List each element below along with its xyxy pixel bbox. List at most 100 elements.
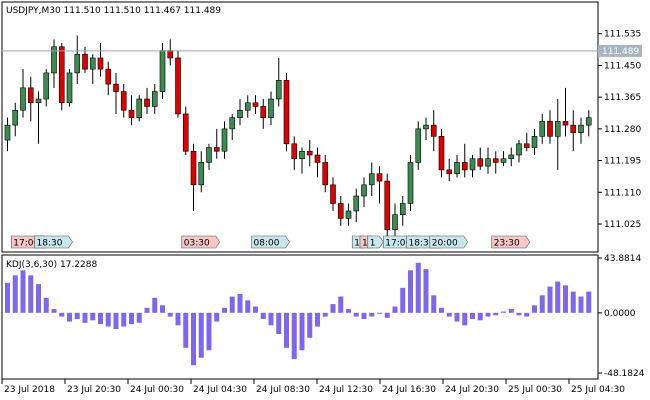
- kdj-bar: [493, 312, 499, 316]
- kdj-bar: [400, 287, 406, 313]
- kdj-bar: [36, 284, 41, 313]
- bear-candle: [128, 109, 135, 118]
- kdj-bar: [237, 294, 243, 313]
- bear-candle: [27, 87, 34, 104]
- bull-candle: [74, 53, 81, 74]
- kdj-bar: [586, 291, 592, 313]
- bear-candle: [523, 143, 530, 148]
- time-marker-tag: [429, 235, 469, 249]
- kdj-bar: [578, 296, 584, 313]
- bear-candle: [376, 173, 383, 182]
- kdj-bar: [206, 312, 212, 351]
- bear-candle: [430, 124, 437, 137]
- bear-candle: [492, 158, 499, 163]
- bear-candle: [314, 154, 321, 163]
- kdj-bar: [183, 312, 189, 348]
- kdj-bar: [384, 312, 390, 318]
- time-marker-label: 17:00: [13, 239, 39, 249]
- bear-candle: [446, 169, 453, 174]
- kdj-bar: [74, 312, 80, 320]
- bull-candle: [43, 72, 50, 100]
- bull-candle: [229, 117, 236, 130]
- time-axis-label: 24 Jul 00:30: [130, 385, 184, 395]
- kdj-bar: [276, 312, 282, 335]
- kdj-bar: [477, 312, 483, 321]
- time-marker-tag: [34, 235, 73, 249]
- kdj-bars: [5, 262, 592, 366]
- bull-candle: [539, 121, 546, 137]
- kdj-bar: [532, 305, 537, 313]
- price-tick-label: 111.280: [604, 125, 641, 135]
- kdj-title: KDJ(3,6,30) 17.2288: [6, 260, 97, 270]
- kdj-bar: [28, 275, 34, 313]
- bull-candle: [485, 158, 491, 167]
- time-axis-label: 23 Jul 2018: [4, 385, 55, 395]
- price-axis: 111.535 111.450 111.365 111.280 111.195 111.1…: [598, 30, 641, 230]
- price-panel-border: [1, 1, 599, 253]
- time-marker-tag: [491, 235, 531, 249]
- kdj-bar: [5, 282, 10, 313]
- bull-candle: [361, 184, 367, 197]
- kdj-bar: [307, 312, 313, 338]
- bull-candle: [198, 162, 205, 186]
- bull-candle: [35, 98, 42, 104]
- bull-candle: [585, 117, 592, 126]
- kdj-bar: [144, 307, 150, 313]
- time-axis-label: 24 Jul 08:30: [256, 385, 310, 395]
- bull-candle: [159, 50, 166, 92]
- bull-candle: [415, 128, 422, 163]
- time-axis-label: 24 Jul 16:30: [382, 385, 436, 395]
- bull-candle: [345, 210, 352, 219]
- kdj-bar: [470, 312, 475, 320]
- time-marker-label: 17:00: [385, 239, 411, 249]
- bear-candle: [461, 162, 468, 171]
- bull-candle: [268, 98, 274, 118]
- current-price-line: 111.489: [2, 44, 642, 57]
- kdj-bar: [291, 312, 297, 360]
- kdj-bar: [555, 281, 561, 313]
- bull-candle: [12, 109, 19, 126]
- kdj-bar: [82, 312, 88, 323]
- kdj-bar: [501, 311, 506, 313]
- time-marker-tag: [367, 235, 384, 249]
- kdj-bar: [129, 312, 134, 325]
- bear-candle: [291, 143, 298, 160]
- kdj-bar: [431, 295, 437, 313]
- kdj-bar: [338, 296, 344, 313]
- price-candles: [4, 35, 592, 241]
- bull-candle: [454, 162, 460, 174]
- time-marker-label: 08:00: [254, 239, 280, 249]
- price-panel: USDJPY,M30 111.510 111.510 111.467 111.4…: [1, 1, 642, 253]
- time-marker-label: 20:00: [432, 239, 458, 249]
- time-axis-label: 25 Jul 04:30: [571, 385, 625, 395]
- kdj-tick-label: -48.1824: [604, 369, 645, 379]
- current-price-label: 111.489: [602, 47, 639, 57]
- bull-candle: [151, 91, 158, 107]
- kdj-bar: [214, 312, 220, 322]
- kdj-bar: [229, 296, 235, 313]
- kdj-bar: [105, 312, 111, 327]
- kdj-bar: [508, 309, 514, 313]
- kdj-bar: [98, 312, 103, 325]
- kdj-bar: [408, 270, 413, 313]
- bear-candle: [438, 136, 445, 171]
- kdj-bar: [20, 270, 26, 313]
- price-tick-label: 111.535: [604, 30, 641, 40]
- kdj-bar: [524, 312, 530, 317]
- bull-candle: [20, 87, 26, 111]
- bear-candle: [306, 150, 313, 156]
- bear-candle: [283, 80, 290, 145]
- time-axis-label: 25 Jul 00:30: [508, 385, 562, 395]
- current-price-box: [598, 44, 642, 57]
- bull-candle: [66, 72, 73, 104]
- bull-candle: [221, 128, 228, 152]
- kdj-bar: [415, 262, 421, 313]
- kdj-bar: [284, 312, 289, 348]
- bear-candle: [384, 180, 391, 230]
- bear-candle: [252, 102, 259, 107]
- bull-candle: [508, 154, 515, 160]
- bear-candle: [570, 124, 577, 133]
- kdj-bar: [253, 306, 258, 313]
- kdj-bar: [454, 312, 460, 322]
